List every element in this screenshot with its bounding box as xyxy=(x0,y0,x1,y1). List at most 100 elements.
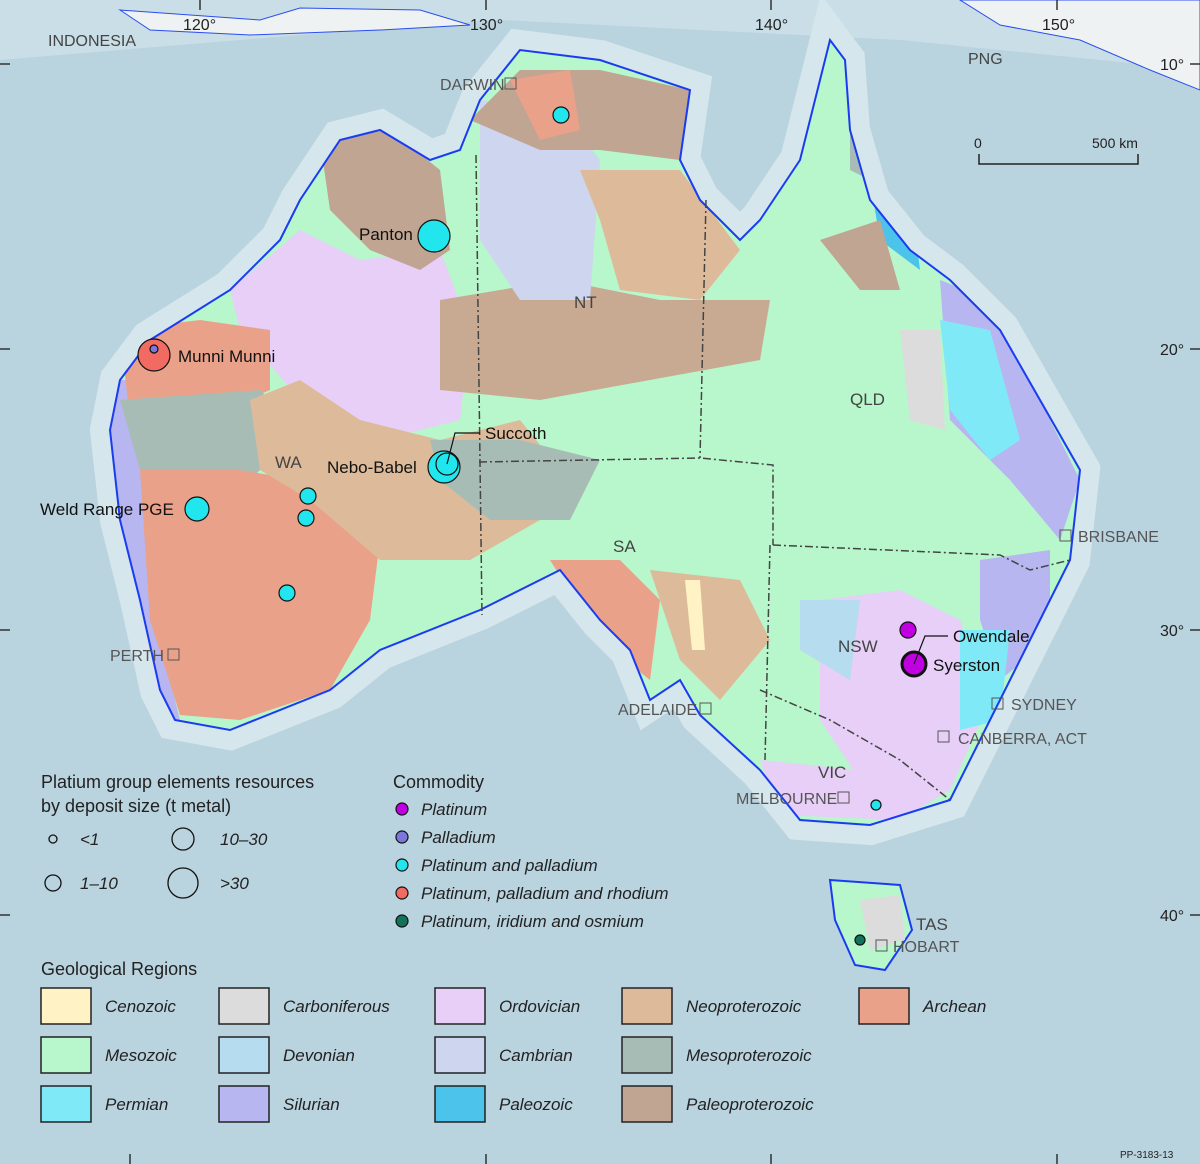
state-label-sa: SA xyxy=(613,537,636,556)
deposit-munni-munni-palladium[interactable] xyxy=(149,344,159,354)
geology-legend: Geological Regions Cenozoic Mesozoic Permi… xyxy=(40,959,986,1123)
city-label-perth: PERTH xyxy=(110,648,164,665)
state-label-tas: TAS xyxy=(916,915,948,934)
city-marker-brisbane xyxy=(1059,529,1072,542)
geology-label: Paleozoic xyxy=(499,1095,573,1114)
geology-label: Devonian xyxy=(283,1046,355,1065)
size-label-lt1: <1 xyxy=(80,830,99,849)
size-symbol-lt1 xyxy=(48,834,58,844)
figure-id: PP-3183-13 xyxy=(1120,1150,1174,1161)
deposit-munni-munni[interactable] xyxy=(137,338,171,372)
lat-label-10: 10° xyxy=(1160,57,1184,74)
city-marker-perth xyxy=(167,648,180,661)
deposit-tas-1[interactable] xyxy=(854,934,866,946)
size-legend: Platium group elements resources by depo… xyxy=(41,772,314,899)
commodity-swatch xyxy=(395,802,409,816)
size-label-gt30: >30 xyxy=(220,874,249,893)
geology-swatch-permian xyxy=(40,1085,92,1123)
commodity-swatch xyxy=(395,886,409,900)
region-neoproterozoic-sa xyxy=(650,570,770,700)
region-mesoproterozoic-musgrave xyxy=(430,440,600,520)
city-label-brisbane: BRISBANE xyxy=(1078,529,1159,546)
city-label-darwin: DARWIN xyxy=(440,77,505,94)
geology-label: Neoproterozoic xyxy=(686,997,802,1016)
geology-label: Mesozoic xyxy=(105,1046,177,1065)
city-marker-darwin xyxy=(504,77,517,90)
state-label-nsw: NSW xyxy=(838,637,878,656)
city-label-canberra: CANBERRA, ACT xyxy=(958,731,1087,748)
lon-label-140: 140° xyxy=(755,17,788,34)
lon-label-150: 150° xyxy=(1042,17,1075,34)
region-archean-gawler xyxy=(550,560,660,680)
commodity-legend-title: Commodity xyxy=(393,772,484,792)
lat-label-30: 30° xyxy=(1160,623,1184,640)
geology-label: Carboniferous xyxy=(283,997,390,1016)
geology-legend-title: Geological Regions xyxy=(41,959,197,979)
geology-swatch-carboniferous xyxy=(218,987,270,1025)
geology-swatch-paleozoic xyxy=(434,1085,486,1123)
deposit-label-syerston: Syerston xyxy=(933,656,1000,675)
region-paleoproterozoic-qld xyxy=(820,220,900,290)
geology-label: Cenozoic xyxy=(105,997,176,1016)
commodity-swatch xyxy=(395,830,409,844)
region-carboniferous-tas xyxy=(860,895,905,950)
city-label-sydney: SYDNEY xyxy=(1011,697,1077,714)
scale-end: 500 km xyxy=(1092,135,1138,151)
lat-label-40: 40° xyxy=(1160,908,1184,925)
deposit-label-nebo-babel: Nebo-Babel xyxy=(327,458,417,477)
country-label-indonesia: INDONESIA xyxy=(48,33,136,50)
region-neoproterozoic-nt xyxy=(580,170,740,300)
geology-label: Mesoproterozoic xyxy=(686,1046,812,1065)
leader-lines xyxy=(446,432,948,665)
geology-swatch-mesoproterozoic xyxy=(621,1036,673,1074)
country-label-png: PNG xyxy=(968,51,1003,68)
region-ordovician-lachlan xyxy=(820,590,990,790)
state-label-qld: QLD xyxy=(850,390,885,409)
geology-swatch-cambrian xyxy=(434,1036,486,1074)
lon-label-130: 130° xyxy=(470,17,503,34)
deposits xyxy=(137,106,928,946)
deposit-weld-range[interactable] xyxy=(184,496,210,522)
commodity-swatch xyxy=(395,858,409,872)
deposit-panton[interactable] xyxy=(417,219,451,253)
size-symbol-1-10 xyxy=(44,874,62,892)
deposit-wa-1[interactable] xyxy=(299,487,317,505)
size-label-1-10: 1–10 xyxy=(80,874,118,893)
geology-label: Archean xyxy=(922,997,986,1016)
geology-label: Ordovician xyxy=(499,997,580,1016)
deposit-nt-1[interactable] xyxy=(552,106,570,124)
geology-swatch-ordovician xyxy=(434,987,486,1025)
commodity-label: Platinum, palladium and rhodium xyxy=(421,884,669,903)
indonesia-land xyxy=(118,7,471,36)
city-label-hobart: HOBART xyxy=(893,939,960,956)
deposit-vic-1[interactable] xyxy=(870,799,882,811)
commodity-swatch xyxy=(395,914,409,928)
geology-label: Paleoproterozoic xyxy=(686,1095,814,1114)
lat-label-20: 20° xyxy=(1160,342,1184,359)
png-land xyxy=(959,0,1200,91)
region-permian-bowen xyxy=(940,320,1020,460)
city-marker-sydney xyxy=(991,697,1004,710)
region-paleoproterozoic-central xyxy=(440,280,770,400)
geology-swatch-neoproterozoic xyxy=(621,987,673,1025)
geology-label: Permian xyxy=(105,1095,168,1114)
geology-swatch-paleoproterozoic xyxy=(621,1085,673,1123)
deposit-owendale[interactable] xyxy=(899,621,917,639)
geology-swatch-devonian xyxy=(218,1036,270,1074)
geology-swatch-cenozoic xyxy=(40,987,92,1025)
deposit-wa-2[interactable] xyxy=(297,509,315,527)
city-label-adelaide: ADELAIDE xyxy=(618,702,697,719)
size-symbol-10-30 xyxy=(171,827,195,851)
city-marker-adelaide xyxy=(699,702,712,715)
region-cenozoic-sa xyxy=(685,580,705,650)
geology-label: Silurian xyxy=(283,1095,340,1114)
geology-swatch-archean xyxy=(858,987,910,1025)
deposit-label-weld-range: Weld Range PGE xyxy=(40,500,174,519)
deposit-wa-3[interactable] xyxy=(278,584,296,602)
city-marker-hobart xyxy=(875,939,888,952)
deposit-label-succoth: Succoth xyxy=(485,424,546,443)
size-label-10-30: 10–30 xyxy=(220,830,268,849)
scale-bar: 0 500 km xyxy=(974,135,1139,165)
